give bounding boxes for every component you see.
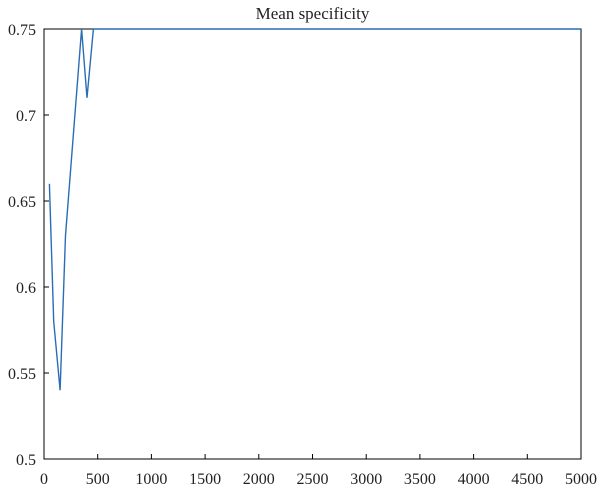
x-tick-label: 5000 [565, 471, 597, 488]
x-axis: 0 500 1000 1500 2000 2500 3000 3500 4000 4500 5000 [40, 454, 597, 488]
x-tick-label: 500 [86, 471, 110, 488]
y-tick-label: 0.75 [8, 22, 36, 39]
x-tick-label: 3000 [350, 471, 382, 488]
series-group [48, 28, 581, 391]
x-tick-label: 2000 [243, 471, 275, 488]
x-tick-label: 4500 [511, 471, 543, 488]
y-tick-label: 0.6 [16, 280, 36, 297]
y-tick-label: 0.55 [8, 366, 36, 383]
plot-frame [43, 28, 582, 460]
x-tick-label: 1000 [135, 471, 167, 488]
x-tick-label: 3500 [404, 471, 436, 488]
y-tick-label: 0.7 [16, 108, 36, 125]
series-line [48, 28, 581, 391]
y-tick-label: 0.65 [8, 194, 36, 211]
x-tick-label: 1500 [189, 471, 221, 488]
x-tick-label: 4000 [458, 471, 490, 488]
y-axis: 0.5 0.55 0.6 0.65 0.7 0.75 [8, 22, 49, 469]
y-tick-label: 0.5 [16, 452, 36, 469]
x-tick-label: 0 [40, 471, 48, 488]
chart-title: Mean specificity [256, 4, 370, 23]
x-tick-label: 2500 [297, 471, 329, 488]
